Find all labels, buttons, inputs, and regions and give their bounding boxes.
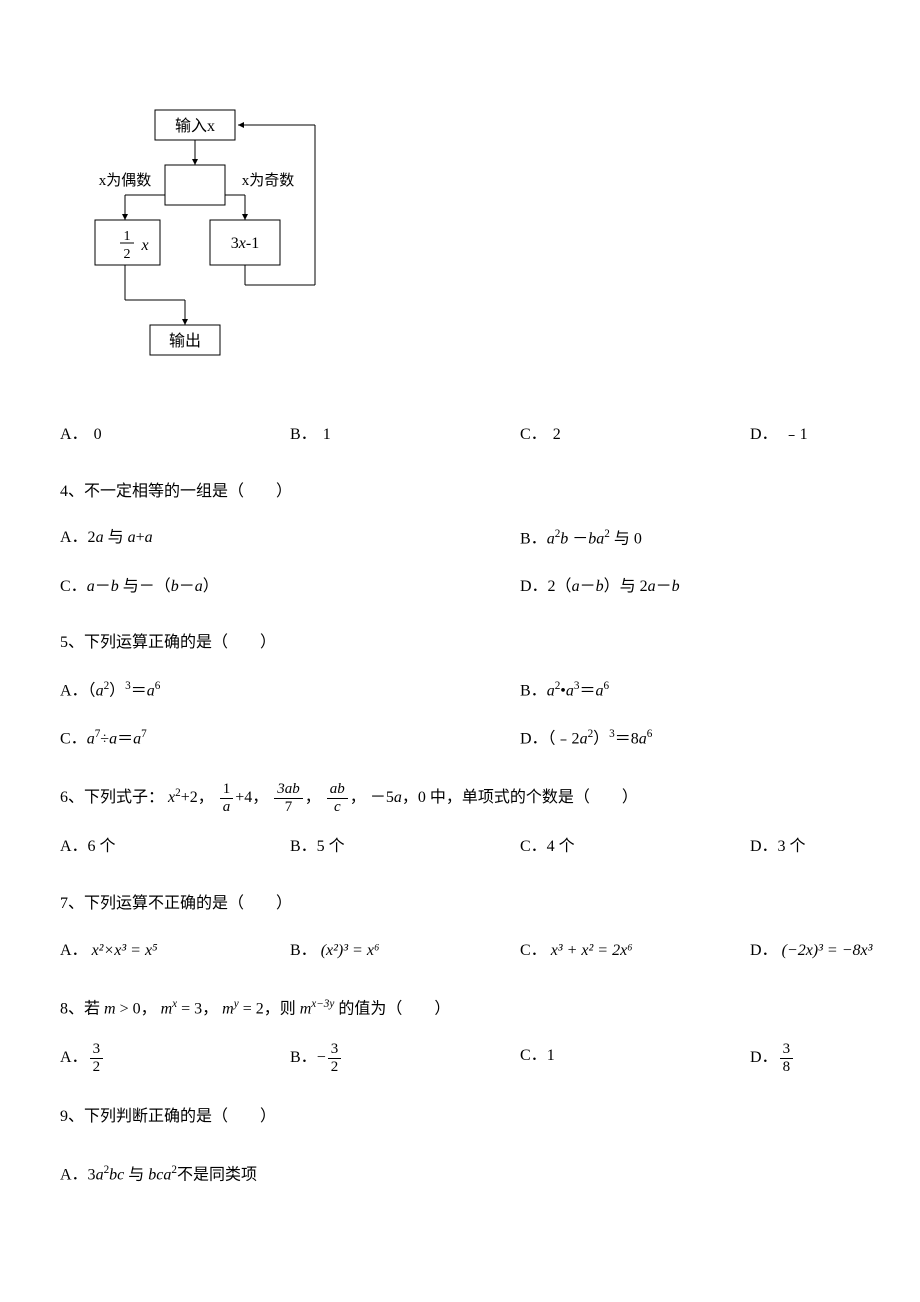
q4-opt-c: C．a－b 与－（b－a） [60, 573, 520, 602]
q9-stem: 9、下列判断正确的是（ ） [60, 1103, 920, 1132]
flow-input: 输入x [175, 117, 215, 135]
q7-opt-c: C． x³ + x² = 2x⁶ [520, 937, 750, 966]
q4-opt-d: D．2（a－b）与 2a－b [520, 573, 920, 602]
q8-options: A．32 B．−32 C．1 D．38 [60, 1042, 920, 1075]
q4-options-2: C．a－b 与－（b－a） D．2（a－b）与 2a－b [60, 573, 920, 602]
q6-opt-a: A．6 个 [60, 833, 290, 862]
q7-stem: 7、下列运算不正确的是（ ） [60, 890, 920, 919]
q3-opt-a: A．0 [60, 421, 290, 450]
q8-stem: 8、若 m > 0， mx = 3， my = 2，则 mx−3y 的值为（ ） [60, 994, 920, 1024]
flow-odd-label: x为奇数 [242, 172, 295, 189]
flow-even-label: x为偶数 [99, 172, 152, 189]
q8-opt-d: D．38 [750, 1042, 920, 1075]
q5-opt-b: B．a2•a3＝a6 [520, 676, 920, 706]
q8-opt-a: A．32 [60, 1042, 290, 1075]
q5-options-2: C．a7÷a＝a7 D．（﹣2a2）3＝8a6 [60, 724, 920, 754]
q8-opt-c: C．1 [520, 1042, 750, 1075]
q3-opt-d: D．﹣1 [750, 421, 920, 450]
svg-text:x: x [140, 237, 148, 254]
svg-text:2: 2 [124, 247, 131, 262]
q4-opt-a: A．2a 与 a+a [60, 524, 520, 554]
q5-opt-c: C．a7÷a＝a7 [60, 724, 520, 754]
q6-opt-c: C．4 个 [520, 833, 750, 862]
q3-opt-b: B．1 [290, 421, 520, 450]
q9-opt-a: A．3a2bc 与 bca2不是同类项 [60, 1160, 920, 1190]
q6-opt-b: B．5 个 [290, 833, 520, 862]
flow-odd-box: 3x-1 [231, 235, 259, 252]
flowchart-figure: 输入x x为偶数 x为奇数 1 2 x 3x-1 输出 [70, 100, 920, 391]
q4-stem: 4、不一定相等的一组是（ ） [60, 478, 920, 507]
q8-opt-b: B．−32 [290, 1042, 520, 1075]
q6-options: A．6 个 B．5 个 C．4 个 D．3 个 [60, 833, 920, 862]
flow-output: 输出 [169, 332, 201, 350]
q7-opt-b: B． (x²)³ = x⁶ [290, 937, 520, 966]
q6-opt-d: D．3 个 [750, 833, 920, 862]
q5-options-1: A．（a2）3＝a6 B．a2•a3＝a6 [60, 676, 920, 706]
q3-options: A．0 B．1 C．2 D．﹣1 [60, 421, 920, 450]
q4-opt-b: B．a2b －ba2 与 0 [520, 524, 920, 554]
flowchart-svg: 输入x x为偶数 x为奇数 1 2 x 3x-1 输出 [70, 100, 330, 380]
q3-opt-c: C．2 [520, 421, 750, 450]
q5-opt-d: D．（﹣2a2）3＝8a6 [520, 724, 920, 754]
q7-opt-a: A． x²×x³ = x⁵ [60, 937, 290, 966]
q7-opt-d: D． (−2x)³ = −8x³ [750, 937, 920, 966]
svg-text:1: 1 [124, 229, 131, 244]
q5-stem: 5、下列运算正确的是（ ） [60, 629, 920, 658]
q5-opt-a: A．（a2）3＝a6 [60, 676, 520, 706]
q6-stem: 6、下列式子： x2+2， 1a+4， 3ab7， abc， －5a，0 中，单… [60, 782, 920, 815]
q7-options: A． x²×x³ = x⁵ B． (x²)³ = x⁶ C． x³ + x² =… [60, 937, 920, 966]
q4-options-1: A．2a 与 a+a B．a2b －ba2 与 0 [60, 524, 920, 554]
